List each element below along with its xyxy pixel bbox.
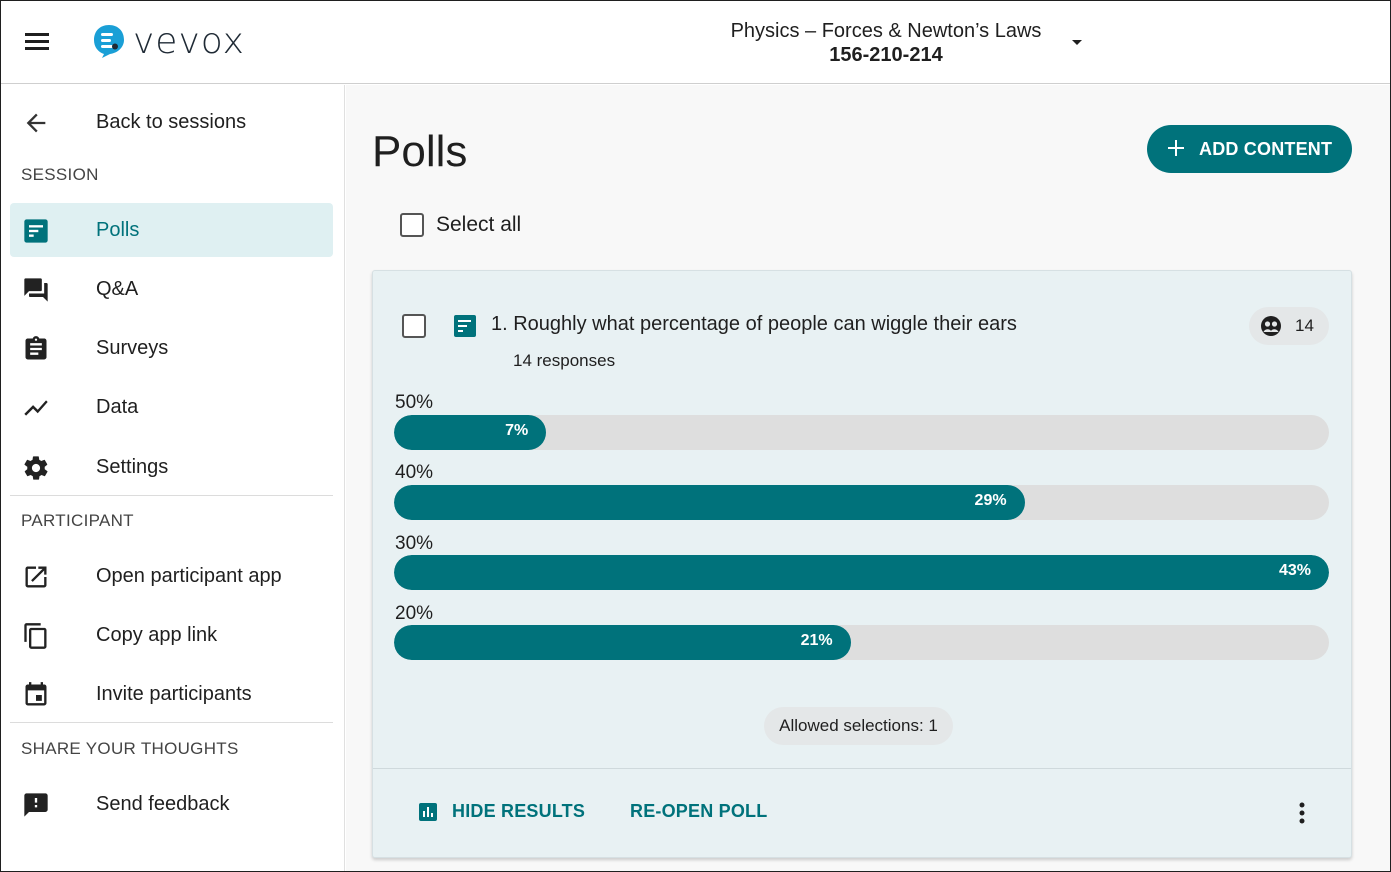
result-bar-track: 43% — [394, 555, 1329, 590]
sidebar-item-label: Polls — [96, 218, 140, 241]
poll-select-checkbox[interactable] — [402, 314, 426, 338]
logo-wordmark: vevox — [133, 20, 245, 62]
result-bar-track: 21% — [394, 625, 1329, 660]
open-external-icon — [25, 566, 47, 588]
result-bar-track: 29% — [394, 485, 1329, 520]
participants-chip: 14 — [1249, 307, 1329, 345]
bar-chart-icon — [419, 802, 437, 821]
plus-icon — [1168, 140, 1184, 156]
vevox-logo: vevox — [91, 20, 245, 62]
poll-response-count: 14 responses — [513, 351, 616, 370]
sidebar-item-label: Surveys — [96, 336, 169, 359]
poll-card: 1. Roughly what percentage of people can… — [372, 270, 1352, 858]
participants-icon — [1261, 316, 1281, 336]
reopen-poll-button[interactable]: RE-OPEN POLL — [630, 801, 767, 822]
select-all-checkbox[interactable] — [400, 213, 424, 237]
clipboard-icon — [25, 336, 47, 360]
select-all-control[interactable]: Select all — [400, 213, 521, 237]
add-content-label: ADD CONTENT — [1199, 138, 1333, 159]
sidebar-item-label: Copy app link — [96, 623, 218, 646]
session-selector[interactable]: Physics – Forces & Newton’s Laws 156-210… — [701, 19, 1071, 67]
poll-icon — [24, 219, 48, 243]
poll-card-footer: HIDE RESULTS RE-OPEN POLL — [373, 768, 1351, 858]
vevox-logo-icon — [94, 25, 124, 58]
sidebar-item-settings[interactable]: Settings — [10, 440, 333, 494]
result-percent: 29% — [974, 492, 1007, 509]
option-label: 40% — [395, 462, 434, 483]
poll-icon — [454, 315, 476, 337]
sidebar-divider — [10, 495, 333, 496]
copy-icon — [24, 623, 47, 649]
hide-results-label: HIDE RESULTS — [452, 801, 586, 821]
top-bar: vevox Physics – Forces & Newton’s Laws 1… — [1, 1, 1390, 84]
sidebar-divider — [10, 722, 333, 723]
feedback-icon — [24, 793, 48, 817]
sidebar-item-data[interactable]: Data — [10, 380, 333, 434]
main-content: Polls ADD CONTENT Select all 1. Roughly … — [346, 85, 1390, 871]
sidebar-item-label: Invite participants — [96, 682, 252, 705]
option-label: 30% — [395, 533, 434, 554]
add-content-button[interactable]: ADD CONTENT — [1147, 125, 1352, 173]
result-percent: 7% — [505, 422, 529, 439]
page-title: Polls — [372, 127, 468, 176]
allowed-selections-chip: Allowed selections: 1 — [764, 707, 953, 745]
reopen-poll-label: RE-OPEN POLL — [630, 801, 768, 821]
hide-results-button[interactable]: HIDE RESULTS — [418, 801, 585, 822]
back-to-sessions-label: Back to sessions — [96, 110, 247, 133]
result-bar-fill: 21% — [394, 625, 851, 660]
section-session-label: SESSION — [21, 165, 99, 184]
result-percent: 21% — [800, 632, 833, 649]
participant-count: 14 — [1295, 316, 1314, 335]
calendar-icon — [25, 682, 47, 706]
forum-icon — [24, 278, 48, 302]
select-all-label: Select all — [436, 213, 522, 236]
gear-icon — [24, 456, 48, 480]
trend-icon — [24, 400, 48, 416]
sidebar-item-invite-participants[interactable]: Invite participants — [10, 667, 333, 721]
result-percent: 43% — [1278, 562, 1311, 579]
arrow-back-icon — [26, 113, 46, 133]
poll-title[interactable]: 1. Roughly what percentage of people can… — [491, 313, 1017, 335]
back-to-sessions-link[interactable]: Back to sessions — [10, 95, 333, 149]
option-label: 20% — [395, 603, 434, 624]
result-bar-track: 7% — [394, 415, 1329, 450]
result-bar-fill: 7% — [394, 415, 547, 450]
session-code: 156-210-214 — [829, 44, 943, 66]
sidebar-item-send-feedback[interactable]: Send feedback — [10, 777, 333, 831]
sidebar: Back to sessions SESSION Polls Q&A Surve… — [1, 85, 345, 871]
more-vert-icon[interactable] — [1291, 800, 1313, 826]
sidebar-item-label: Settings — [96, 455, 169, 478]
sidebar-item-surveys[interactable]: Surveys — [10, 321, 333, 375]
sidebar-item-polls[interactable]: Polls — [10, 203, 333, 257]
section-participant-label: PARTICIPANT — [21, 511, 134, 530]
result-bar-fill: 29% — [394, 485, 1025, 520]
sidebar-item-label: Open participant app — [96, 564, 282, 587]
sidebar-item-label: Data — [96, 395, 139, 418]
sidebar-item-copy-app-link[interactable]: Copy app link — [10, 608, 333, 662]
sidebar-item-label: Q&A — [96, 277, 139, 300]
menu-icon[interactable] — [25, 31, 49, 51]
sidebar-item-label: Send feedback — [96, 792, 230, 815]
sidebar-item-qa[interactable]: Q&A — [10, 262, 333, 316]
result-bar-fill: 43% — [394, 555, 1329, 590]
option-label: 50% — [395, 392, 434, 413]
section-feedback-label: SHARE YOUR THOUGHTS — [21, 739, 239, 758]
caret-down-icon[interactable] — [1072, 40, 1082, 45]
session-name: Physics – Forces & Newton’s Laws — [730, 20, 1042, 42]
sidebar-item-open-participant-app[interactable]: Open participant app — [10, 549, 333, 603]
